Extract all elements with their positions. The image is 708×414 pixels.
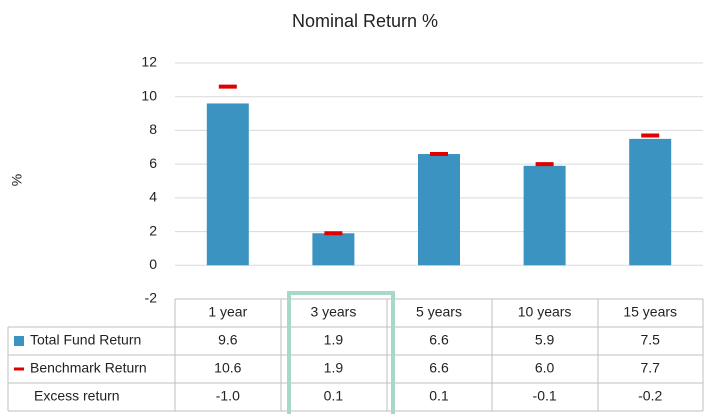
table-value: 7.7 <box>640 360 660 376</box>
y-tick-label: 10 <box>141 87 157 103</box>
legend-swatch <box>14 336 24 346</box>
x-tick-label: 1 year <box>208 304 247 320</box>
legend-label: Benchmark Return <box>30 360 147 376</box>
table-value: 10.6 <box>214 360 241 376</box>
legend-label: Total Fund Return <box>30 332 141 348</box>
table-value: 7.5 <box>640 332 660 348</box>
x-tick-label: 3 years <box>310 304 356 320</box>
column-highlight <box>287 291 395 414</box>
table-value: -1.0 <box>216 388 240 404</box>
y-tick-label: 8 <box>149 121 157 137</box>
table-value: 5.9 <box>535 332 555 348</box>
bar <box>312 233 355 266</box>
data-table <box>7 298 704 412</box>
y-tick-label: 4 <box>149 189 157 205</box>
x-tick-label: 10 years <box>518 304 572 320</box>
bar <box>629 138 672 266</box>
table-value: -0.1 <box>533 388 557 404</box>
chart-title: Nominal Return % <box>292 11 438 31</box>
x-tick-label: 15 years <box>623 304 677 320</box>
table-value: 1.9 <box>324 360 344 376</box>
bar <box>523 165 566 266</box>
table-value: 0.1 <box>429 388 449 404</box>
table-value: 6.6 <box>429 360 449 376</box>
y-tick-label: 6 <box>149 155 157 171</box>
y-tick-label: 2 <box>149 222 157 238</box>
table-value: -0.2 <box>638 388 662 404</box>
y-tick-label: -2 <box>145 290 158 306</box>
y-axis-label: % <box>9 174 25 186</box>
legend-label: Excess return <box>34 388 120 404</box>
table-value: 0.1 <box>324 388 344 404</box>
table-value: 9.6 <box>218 332 238 348</box>
bar <box>206 103 249 266</box>
bar <box>418 154 460 266</box>
table-value: 1.9 <box>324 332 344 348</box>
table-value: 6.6 <box>429 332 449 348</box>
y-tick-label: 12 <box>141 54 157 70</box>
table-value: 6.0 <box>535 360 555 376</box>
x-tick-label: 5 years <box>416 304 462 320</box>
y-tick-label: 0 <box>149 256 157 272</box>
